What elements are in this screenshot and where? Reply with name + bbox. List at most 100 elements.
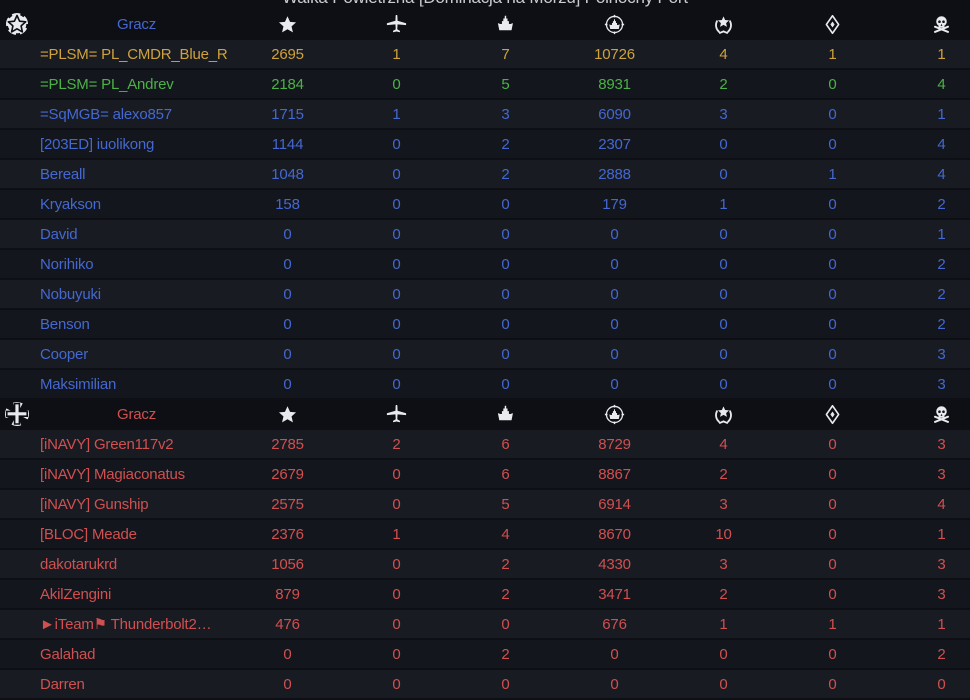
wreath-star-icon [711, 13, 736, 36]
damage-score-value: 0 [610, 675, 619, 693]
player-name-cell: [iNAVY] Gunship [0, 490, 233, 518]
player-name-cell: Bereall [0, 160, 233, 188]
air-kills-value: 1 [392, 525, 401, 543]
player-name-cell: Nobuyuki [0, 280, 233, 308]
damage-score-value: 676 [602, 615, 627, 633]
player-row[interactable]: Galahad 0 0 2 0 0 0 2 [0, 640, 970, 668]
assists-value: 3 [719, 495, 728, 513]
naval-kills-column-header [451, 400, 560, 428]
player-row[interactable]: Cooper 0 0 0 0 0 0 3 [0, 340, 970, 368]
player-row[interactable]: Bereall 1048 0 2 2888 0 1 4 [0, 160, 970, 188]
naval-kills-value: 0 [501, 675, 510, 693]
player-row[interactable]: [iNAVY] Gunship 2575 0 5 6914 3 0 4 [0, 490, 970, 518]
air-kills-value: 0 [392, 285, 401, 303]
score-value: 1056 [271, 555, 304, 573]
player-name: =PLSM= PL_CMDR_Blue_R [40, 45, 228, 63]
damage-score-value: 6090 [598, 105, 631, 123]
player-row[interactable]: =PLSM= PL_CMDR_Blue_R 2695 1 7 10726 4 1 1 [0, 40, 970, 68]
player-row[interactable]: Darren 0 0 0 0 0 0 0 [0, 670, 970, 698]
player-name-cell: =SqMGB= alexo857 [0, 100, 233, 128]
air-kills-value: 0 [392, 345, 401, 363]
player-row[interactable]: [203ED] iuolikong 1144 0 2 2307 0 0 4 [0, 130, 970, 158]
deaths-value: 3 [937, 345, 946, 363]
damage-score-value: 10726 [594, 45, 635, 63]
air-kills-value: 1 [392, 105, 401, 123]
player-row[interactable]: =PLSM= PL_Andrev 2184 0 5 8931 2 0 4 [0, 70, 970, 98]
assists-value: 2 [719, 585, 728, 603]
naval-kills-value: 0 [501, 315, 510, 333]
deaths-value: 2 [937, 255, 946, 273]
naval-kills-value: 2 [501, 165, 510, 183]
player-row[interactable]: ►iTeam⚑ Thunderbolt2… 476 0 0 676 1 1 1 [0, 610, 970, 638]
captures-value: 0 [828, 135, 837, 153]
air-kills-value: 0 [392, 495, 401, 513]
star-icon [277, 14, 298, 35]
player-row[interactable]: [iNAVY] Green117v2 2785 2 6 8729 4 0 3 [0, 430, 970, 458]
plane-icon [384, 13, 409, 36]
player-row[interactable]: [BLOC] Meade 2376 1 4 8670 10 0 1 [0, 520, 970, 548]
deaths-value: 3 [937, 465, 946, 483]
skull-icon [931, 404, 952, 425]
player-name-cell: ►iTeam⚑ Thunderbolt2… [0, 610, 233, 638]
star-icon [277, 404, 298, 425]
air-kills-value: 0 [392, 255, 401, 273]
air-kills-value: 0 [392, 315, 401, 333]
air-kills-value: 0 [392, 135, 401, 153]
deaths-value: 2 [937, 195, 946, 213]
player-name: =PLSM= PL_Andrev [40, 75, 174, 93]
player-name: Nobuyuki [40, 285, 101, 303]
captures-value: 0 [828, 75, 837, 93]
assists-value: 1 [719, 195, 728, 213]
player-rows: =PLSM= PL_CMDR_Blue_R 2695 1 7 10726 4 1 1 =PLSM… [0, 40, 970, 398]
score-value: 0 [283, 345, 292, 363]
captures-value: 0 [828, 195, 837, 213]
damage-score-value: 0 [610, 285, 619, 303]
ship-icon [495, 14, 516, 35]
player-row[interactable]: Kryakson 158 0 0 179 1 0 2 [0, 190, 970, 218]
player-row[interactable]: dakotarukrd 1056 0 2 4330 3 0 3 [0, 550, 970, 578]
assists-value: 10 [715, 525, 732, 543]
damage-score-value: 0 [610, 225, 619, 243]
air-kills-value: 1 [392, 45, 401, 63]
air-kills-value: 0 [392, 645, 401, 663]
player-row[interactable]: David 0 0 0 0 0 0 1 [0, 220, 970, 248]
player-row[interactable]: Norihiko 0 0 0 0 0 0 2 [0, 250, 970, 278]
naval-kills-value: 4 [501, 525, 510, 543]
player-row[interactable]: Benson 0 0 0 0 0 0 2 [0, 310, 970, 338]
player-name: Maksimilian [40, 375, 117, 393]
player-row[interactable]: Maksimilian 0 0 0 0 0 0 3 [0, 370, 970, 398]
score-value: 879 [275, 585, 300, 603]
player-name: =SqMGB= alexo857 [40, 105, 172, 123]
air-kills-value: 0 [392, 615, 401, 633]
score-value: 0 [283, 645, 292, 663]
target-ship-icon [604, 404, 625, 425]
assists-value: 0 [719, 225, 728, 243]
damage-score-value: 8867 [598, 465, 631, 483]
score-value: 0 [283, 285, 292, 303]
player-name-cell: David [0, 220, 233, 248]
damage-score-value: 8670 [598, 525, 631, 543]
damage-score-value: 0 [610, 645, 619, 663]
player-name: Cooper [40, 345, 88, 363]
damage-score-column-header [560, 400, 669, 428]
score-value: 0 [283, 675, 292, 693]
score-value: 2184 [271, 75, 304, 93]
player-name: Darren [40, 675, 85, 693]
player-name-cell: =PLSM= PL_CMDR_Blue_R [0, 40, 233, 68]
captures-value: 0 [828, 675, 837, 693]
captures-value: 0 [828, 435, 837, 453]
naval-kills-value: 0 [501, 285, 510, 303]
score-column-header [233, 400, 342, 428]
team-sections: Gracz =PLSM= PL_CMDR_Blue_R 2695 1 7 10726 4 1… [0, 10, 970, 698]
naval-kills-value: 5 [501, 75, 510, 93]
naval-kills-value: 5 [501, 495, 510, 513]
score-value: 1715 [271, 105, 304, 123]
player-row[interactable]: [iNAVY] Magiaconatus 2679 0 6 8867 2 0 3 [0, 460, 970, 488]
captures-value: 1 [828, 165, 837, 183]
player-row[interactable]: =SqMGB= alexo857 1715 1 3 6090 3 0 1 [0, 100, 970, 128]
deaths-value: 3 [937, 555, 946, 573]
player-row[interactable]: Nobuyuki 0 0 0 0 0 0 2 [0, 280, 970, 308]
score-value: 2376 [271, 525, 304, 543]
score-column-header [233, 10, 342, 38]
player-row[interactable]: AkilZengini 879 0 2 3471 2 0 3 [0, 580, 970, 608]
